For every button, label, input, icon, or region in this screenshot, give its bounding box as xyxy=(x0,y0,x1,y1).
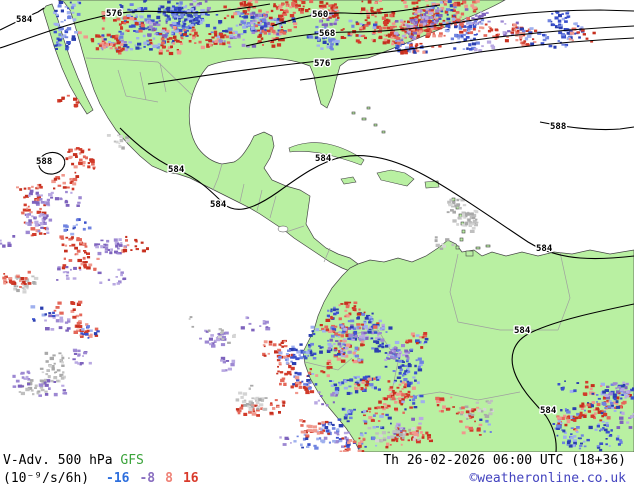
scale-value: -8 xyxy=(139,471,156,486)
contour-label-584: 584 xyxy=(514,326,531,336)
scale-value: -16 xyxy=(106,471,130,486)
lake-nicaragua xyxy=(277,225,289,233)
contour-label-588: 588 xyxy=(550,122,566,132)
valid-time-label: Th 26-02-2026 06:00 UTC (18+36) xyxy=(383,453,626,468)
landmass-layer xyxy=(42,0,634,452)
caption-row-1: V-Adv. 500 hPa GFS Th 26-02-2026 06:00 U… xyxy=(3,453,626,468)
island-puerto-rico xyxy=(424,180,440,189)
copyright-label: ©weatheronline.co.uk xyxy=(469,471,626,486)
contour-line-584-main xyxy=(119,127,634,260)
island-cuba xyxy=(288,142,365,166)
contour-label-584: 584 xyxy=(536,244,553,254)
contour-line-584-south-america xyxy=(511,303,634,452)
advection-speckle-layer xyxy=(0,0,634,452)
islands-lesser-antilles xyxy=(451,197,491,257)
contour-line-588-east xyxy=(539,121,634,131)
contour-line-584 xyxy=(0,7,45,31)
contour-label-576: 576 xyxy=(106,9,122,19)
contour-label-588: 588 xyxy=(36,157,52,167)
parameter-text: V-Adv. 500 hPa xyxy=(3,453,121,468)
contour-label-layer: 584 576 560 568 576 588 588 584 584 584 584 584 584 xyxy=(15,8,568,418)
contour-line-568 xyxy=(245,9,634,47)
contour-line-588-west xyxy=(38,151,66,175)
contour-label-584: 584 xyxy=(210,200,227,210)
contour-line-576-south xyxy=(147,25,634,85)
islands-bahamas xyxy=(351,106,386,134)
contour-label-584: 584 xyxy=(16,15,33,25)
scale-value: 8 xyxy=(165,471,173,486)
color-scale-legend: -16 -8 8 16 xyxy=(106,471,209,486)
contour-label-568: 568 xyxy=(319,29,335,39)
contour-label-560: 560 xyxy=(312,10,328,20)
contour-label-576: 576 xyxy=(314,59,330,69)
island-hispaniola xyxy=(376,169,415,187)
parameter-label: V-Adv. 500 hPa GFS xyxy=(3,453,144,468)
contour-line-upper-sweep xyxy=(299,37,634,81)
contour-label-584: 584 xyxy=(168,165,185,175)
land-north-central-america xyxy=(57,0,506,273)
contour-line-560 xyxy=(271,4,441,27)
scale-value: 16 xyxy=(182,471,199,486)
model-label: GFS xyxy=(120,453,144,468)
contour-label-584: 584 xyxy=(540,406,557,416)
contour-label-584: 584 xyxy=(315,154,332,164)
map-canvas: 584 576 560 568 576 588 588 584 584 584 584 584 584 xyxy=(0,0,634,452)
caption-bar: V-Adv. 500 hPa GFS Th 26-02-2026 06:00 U… xyxy=(0,452,634,490)
units-label: (10⁻⁹/s/6h) xyxy=(3,471,90,486)
island-jamaica xyxy=(340,176,357,185)
height-contour-layer xyxy=(0,3,634,452)
contour-line-576 xyxy=(0,3,271,49)
land-south-america xyxy=(302,239,634,452)
